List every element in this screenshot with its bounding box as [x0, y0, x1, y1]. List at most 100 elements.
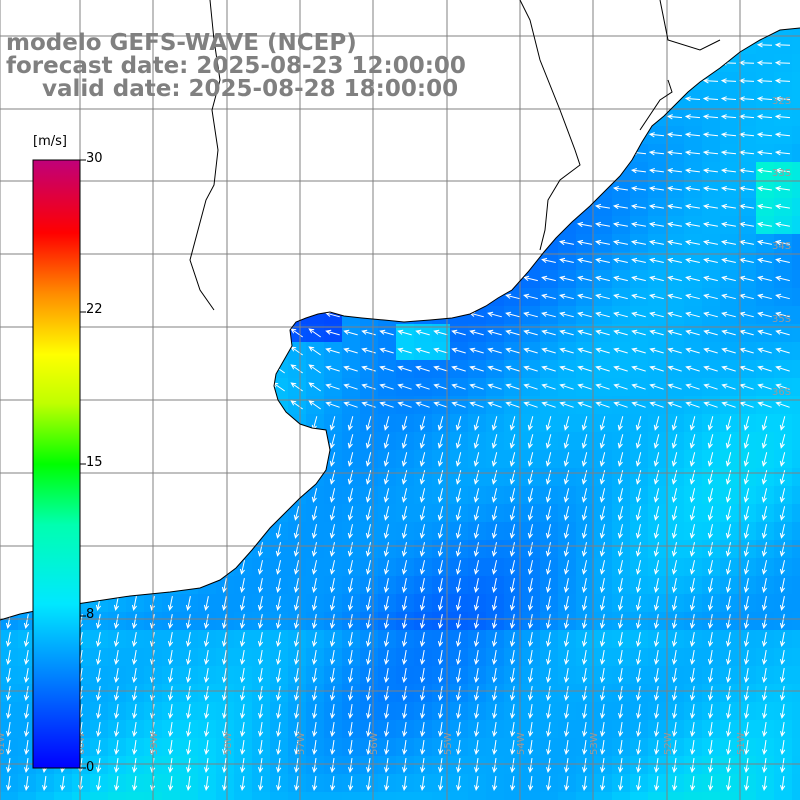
wind-arrow	[653, 434, 660, 449]
wind-arrow	[635, 668, 642, 684]
wind-arrow	[185, 686, 192, 702]
wind-arrow	[383, 632, 390, 648]
wind-arrow	[186, 758, 192, 774]
wind-arrow	[690, 740, 696, 756]
wind-arrow	[294, 722, 300, 738]
wind-arrow	[690, 704, 696, 720]
wind-arrow	[419, 488, 426, 503]
wind-arrow	[653, 686, 660, 702]
wind-arrow	[725, 470, 732, 485]
wind-arrow	[509, 470, 516, 485]
wind-arrow	[707, 542, 713, 557]
wind-arrow	[744, 722, 750, 738]
wind-arrow	[653, 668, 660, 684]
wind-arrow	[599, 668, 606, 684]
wind-arrow	[779, 596, 785, 612]
wind-arrow	[563, 668, 570, 684]
wind-arrow	[293, 686, 300, 702]
wind-arrow	[684, 96, 701, 102]
wind-arrow	[707, 506, 714, 521]
wind-cell	[558, 792, 576, 800]
wind-arrow	[559, 401, 574, 408]
wind-arrow	[325, 365, 340, 372]
wind-arrow	[635, 542, 641, 557]
wind-arrow	[685, 329, 700, 336]
wind-arrow	[527, 614, 534, 630]
wind-arrow	[756, 203, 772, 210]
wind-arrow	[780, 722, 786, 738]
wind-arrow	[329, 524, 335, 539]
wind-arrow	[744, 758, 750, 774]
wind-arrow	[599, 524, 605, 539]
wind-arrow	[438, 758, 444, 774]
wind-arrow	[546, 776, 552, 792]
wind-arrow	[779, 668, 786, 684]
wind-arrow	[743, 488, 750, 503]
wind-arrow	[725, 524, 731, 539]
wind-arrow	[204, 704, 210, 720]
colorbar-scale	[32, 159, 81, 769]
wind-cell	[792, 450, 800, 468]
wind-arrow	[401, 596, 407, 612]
wind-arrow	[420, 740, 426, 756]
wind-arrow	[492, 704, 498, 720]
wind-arrow	[276, 740, 282, 756]
wind-arrow	[671, 452, 678, 467]
wind-arrow	[779, 416, 786, 431]
wind-arrow	[667, 365, 682, 372]
wind-arrow	[473, 578, 479, 594]
wind-arrow	[743, 632, 750, 648]
wind-arrow	[685, 401, 700, 408]
wind-arrow	[721, 257, 736, 263]
wind-arrow	[635, 434, 642, 449]
wind-arrow	[257, 578, 263, 594]
wind-arrow	[671, 596, 677, 612]
wind-cell	[540, 792, 558, 800]
grid-labels: 32S 33S 34S 35S 36S 61W 60W 59W 58W 57W 56W 55W 54W 5…	[0, 96, 791, 755]
wind-cell	[180, 792, 198, 800]
wind-arrow	[720, 203, 736, 210]
wind-arrow	[684, 168, 700, 174]
wind-cell	[792, 414, 800, 432]
wind-arrow	[5, 614, 12, 630]
wind-arrow	[672, 704, 678, 720]
wind-arrow	[707, 686, 714, 702]
wind-arrow	[648, 203, 664, 210]
wind-arrow	[451, 329, 466, 336]
wind-arrow	[348, 740, 354, 756]
wind-arrow	[60, 776, 66, 792]
wind-arrow	[366, 758, 372, 774]
wind-arrow	[618, 758, 624, 774]
wind-arrow	[312, 776, 318, 792]
wind-arrow	[275, 578, 281, 594]
wind-arrow	[240, 740, 246, 756]
wind-cell	[198, 792, 216, 800]
wind-arrow	[239, 668, 246, 684]
wind-arrow	[541, 293, 556, 300]
wind-arrow	[649, 365, 664, 372]
wind-arrow	[258, 740, 264, 756]
wind-arrow	[635, 650, 642, 666]
wind-cell	[216, 792, 234, 800]
wind-arrow	[168, 722, 174, 738]
wind-arrow	[527, 542, 533, 557]
wind-arrow	[455, 596, 461, 612]
wind-arrow	[402, 722, 408, 738]
wind-arrow	[456, 758, 462, 774]
wind-arrow	[703, 311, 718, 318]
wind-arrow	[384, 722, 390, 738]
wind-arrow	[563, 596, 569, 612]
wind-arrow	[509, 650, 516, 666]
wind-arrow	[527, 434, 534, 449]
wind-arrow	[257, 560, 263, 575]
wind-arrow	[221, 668, 228, 684]
wind-arrow	[329, 434, 336, 449]
wind-arrow	[667, 347, 682, 354]
wind-arrow	[419, 524, 425, 539]
wind-arrow	[541, 275, 556, 282]
wind-arrow	[761, 524, 767, 539]
wind-arrow	[185, 668, 192, 684]
wind-arrow	[559, 293, 574, 300]
wind-arrow	[492, 758, 498, 774]
wind-cell	[792, 648, 800, 666]
